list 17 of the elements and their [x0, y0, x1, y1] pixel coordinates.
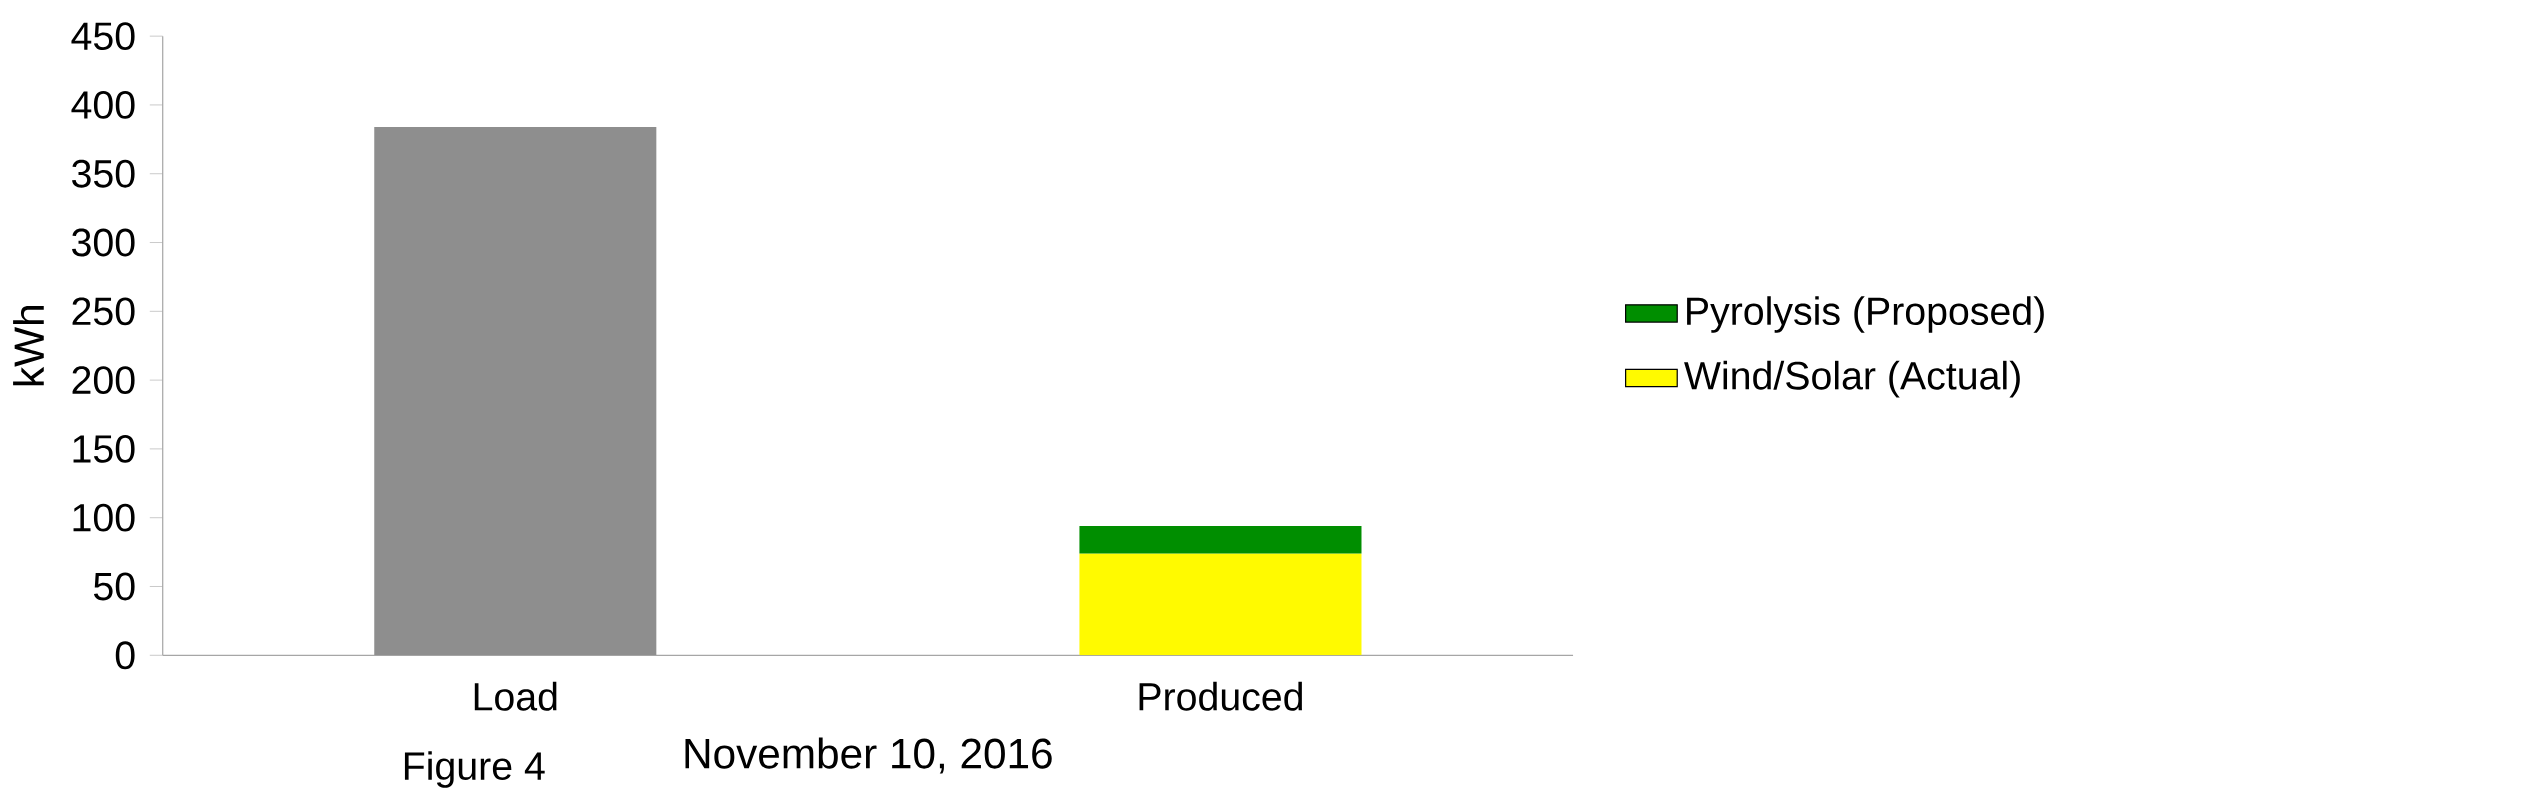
caption: Figure 4 [404, 751, 545, 788]
x-tick-label: Produced [1139, 681, 1303, 711]
legend-label: Wind/Solar (Actual) [1684, 360, 2020, 398]
y-tick-label: 100 [73, 503, 135, 532]
y-tick-label: 200 [72, 366, 135, 395]
y-tick-label: 250 [72, 297, 135, 326]
y-axis-title: kWh [13, 306, 44, 386]
y-tick-label: 400 [71, 91, 135, 119]
y-tick-label: 0 [115, 641, 135, 670]
y-tick-label: 150 [73, 435, 135, 463]
legend-label: Pyrolysis (Proposed) [1687, 296, 2044, 333]
x-tick-label: Load [474, 681, 557, 711]
y-tick-label: 50 [93, 572, 135, 601]
y-tick-label: 350 [72, 159, 135, 188]
y-tick-label: 450 [71, 22, 135, 51]
y-tick-label: 300 [72, 228, 135, 257]
x-axis-title: November 10, 2016 [685, 737, 1052, 774]
